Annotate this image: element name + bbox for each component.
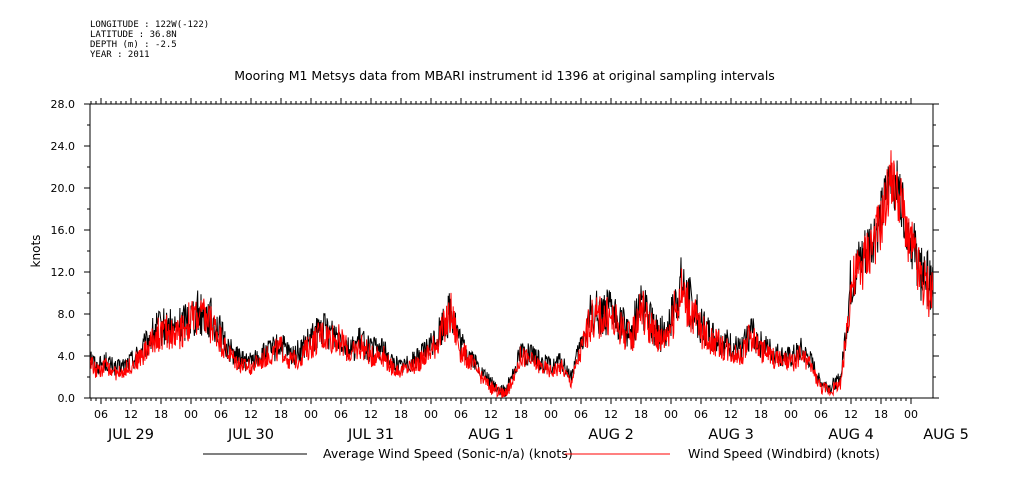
x-day-label: JUL 29 <box>107 427 154 443</box>
legend-entry-average-wind-speed: Average Wind Speed (Sonic-n/a) (knots) <box>323 446 573 461</box>
x-tick-label: 06 <box>454 408 468 421</box>
x-tick-label: 18 <box>514 408 528 421</box>
x-tick-label: 12 <box>484 408 498 421</box>
x-day-label: AUG 3 <box>708 427 754 443</box>
y-tick-label: 4.0 <box>58 350 76 363</box>
x-tick-label: 00 <box>184 408 198 421</box>
y-tick-label: 28.0 <box>51 98 76 111</box>
x-tick-label: 00 <box>424 408 438 421</box>
series-line-windbird-wind-speed <box>90 150 933 398</box>
x-tick-label: 12 <box>244 408 258 421</box>
y-tick-label: 24.0 <box>51 140 76 153</box>
x-tick-label: 12 <box>364 408 378 421</box>
latitude-label: LATITUDE : 36.8N <box>90 30 177 40</box>
x-tick-label: 06 <box>694 408 708 421</box>
x-tick-label: 18 <box>394 408 408 421</box>
series-line-average-wind-speed <box>90 160 933 397</box>
x-tick-label: 12 <box>844 408 858 421</box>
x-day-label: AUG 5 <box>923 427 969 443</box>
x-tick-label: 06 <box>214 408 228 421</box>
year-label: YEAR : 2011 <box>90 50 150 60</box>
x-tick-label: 06 <box>574 408 588 421</box>
legend-entry-windbird-wind-speed: Wind Speed (Windbird) (knots) <box>688 446 880 461</box>
chart-title: Mooring M1 Metsys data from MBARI instru… <box>234 68 775 83</box>
y-tick-label: 20.0 <box>51 182 76 195</box>
y-tick-label: 0.0 <box>58 392 76 405</box>
longitude-label: LONGITUDE : 122W(-122) <box>90 20 210 30</box>
x-tick-label: 18 <box>874 408 888 421</box>
y-tick-label: 12.0 <box>51 266 76 279</box>
x-tick-label: 00 <box>904 408 918 421</box>
x-tick-label: 00 <box>784 408 798 421</box>
x-tick-label: 18 <box>634 408 648 421</box>
x-day-label: AUG 4 <box>828 427 874 443</box>
depth-label: DEPTH (m) : -2.5 <box>90 40 177 50</box>
x-tick-label: 12 <box>604 408 618 421</box>
x-tick-label: 00 <box>304 408 318 421</box>
x-tick-label: 00 <box>664 408 678 421</box>
x-tick-label: 06 <box>94 408 108 421</box>
x-tick-label: 06 <box>814 408 828 421</box>
x-tick-label: 12 <box>724 408 738 421</box>
y-axis-label: knots <box>29 235 43 268</box>
metadata-block: LONGITUDE : 122W(-122) LATITUDE : 36.8N … <box>90 20 209 60</box>
x-tick-label: 00 <box>544 408 558 421</box>
x-tick-label: 18 <box>154 408 168 421</box>
x-day-label: JUL 30 <box>227 427 274 443</box>
x-day-label: AUG 2 <box>588 427 634 443</box>
x-tick-label: 12 <box>124 408 138 421</box>
x-tick-label: 18 <box>754 408 768 421</box>
x-day-label: AUG 1 <box>468 427 514 443</box>
x-tick-label: 06 <box>334 408 348 421</box>
y-tick-label: 16.0 <box>51 224 76 237</box>
y-tick-label: 8.0 <box>58 308 76 321</box>
x-day-label: JUL 31 <box>347 427 394 443</box>
x-tick-label: 18 <box>274 408 288 421</box>
